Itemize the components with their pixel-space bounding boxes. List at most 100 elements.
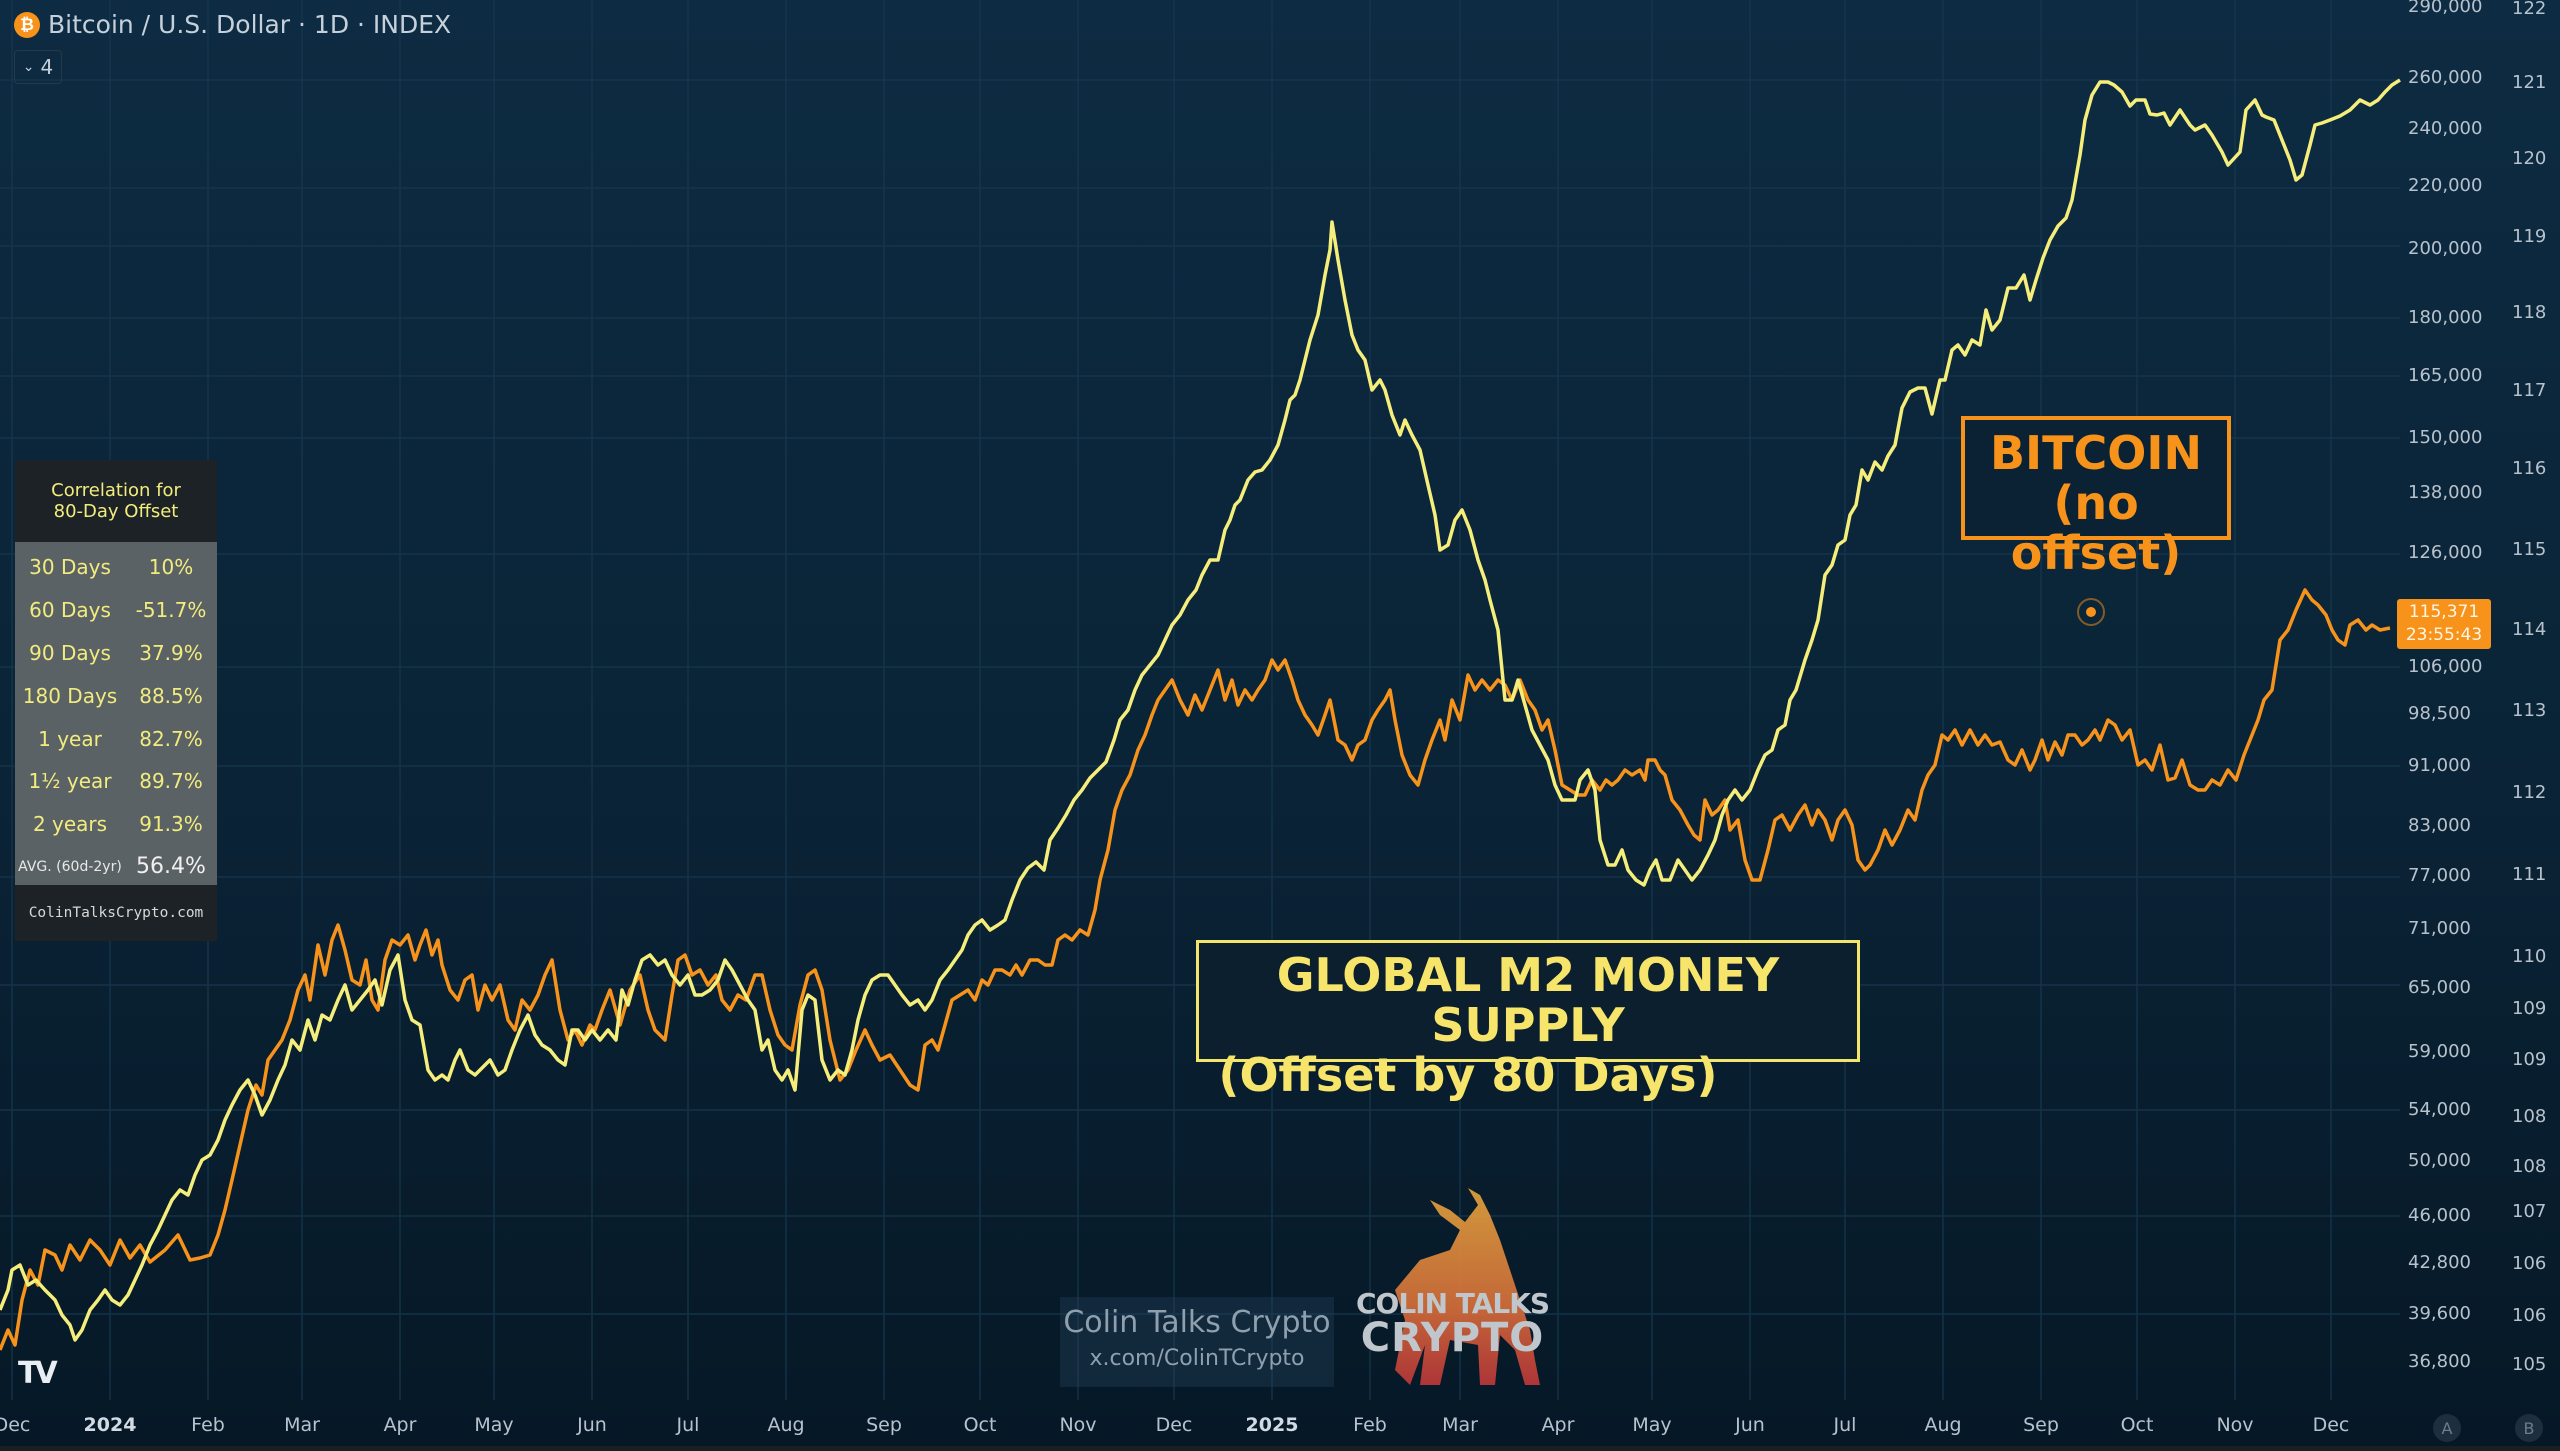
time-tick: 2025 bbox=[1245, 1414, 1299, 1436]
m2-tick: 108 bbox=[2512, 1106, 2547, 1127]
time-tick: Mar bbox=[1442, 1414, 1478, 1436]
m2-tick: 118 bbox=[2512, 302, 2547, 323]
price-tick: 98,500 bbox=[2408, 703, 2471, 724]
time-tick: Apr bbox=[383, 1414, 417, 1436]
m2-tick: 108 bbox=[2512, 1156, 2547, 1177]
time-tick: Feb bbox=[1353, 1414, 1387, 1436]
log-scale-button[interactable]: B bbox=[2515, 1414, 2543, 1442]
auto-scale-button[interactable]: A bbox=[2433, 1414, 2461, 1442]
price-tick: 46,000 bbox=[2408, 1205, 2471, 1226]
price-tick: 165,000 bbox=[2408, 365, 2483, 386]
price-tick: 65,000 bbox=[2408, 977, 2471, 998]
m2-tick: 112 bbox=[2512, 782, 2547, 803]
time-tick: Jun bbox=[577, 1414, 607, 1436]
time-tick: May bbox=[1632, 1414, 1672, 1436]
table-row: 30 Days 10% bbox=[29, 555, 194, 580]
last-price-tag: 115,371 23:55:43 bbox=[2397, 599, 2491, 649]
time-tick: May bbox=[474, 1414, 514, 1436]
price-tick: 138,000 bbox=[2408, 482, 2483, 503]
table-row-average: AVG. (60d-2yr) 56.4% bbox=[18, 854, 206, 880]
time-tick: Oct bbox=[2120, 1414, 2154, 1436]
time-tick: Dec bbox=[1155, 1414, 1193, 1436]
price-tick: 150,000 bbox=[2408, 427, 2483, 448]
time-tick: Sep bbox=[866, 1414, 902, 1436]
time-tick: Jul bbox=[1833, 1414, 1857, 1436]
time-tick: Feb bbox=[191, 1414, 225, 1436]
global-m2-line bbox=[0, 78, 2401, 1342]
table-row: 90 Days 37.9% bbox=[29, 640, 203, 665]
m2-tick: 122 bbox=[2512, 0, 2547, 19]
bar-countdown: 23:55:43 bbox=[2405, 625, 2483, 645]
price-tick: 91,000 bbox=[2408, 755, 2471, 776]
bull-icon bbox=[1395, 1188, 1540, 1385]
m2-label-box: GLOBAL M2 MONEY SUPPLY (Offset by 80 Day… bbox=[1196, 940, 1860, 1100]
time-tick: Jul bbox=[676, 1414, 700, 1436]
price-tick: 260,000 bbox=[2408, 67, 2483, 88]
m2-tick: 109 bbox=[2512, 1049, 2547, 1070]
price-tick: 54,000 bbox=[2408, 1099, 2471, 1120]
m2-tick: 119 bbox=[2512, 226, 2547, 247]
price-tick: 200,000 bbox=[2408, 238, 2483, 259]
indicator-collapse-button[interactable]: ⌄ 4 bbox=[14, 50, 62, 84]
price-tick: 240,000 bbox=[2408, 118, 2483, 139]
table-footer-url: ColinTalksCrypto.com bbox=[28, 905, 204, 921]
m2-tick: 107 bbox=[2512, 1201, 2547, 1222]
time-tick: Aug bbox=[1924, 1414, 1962, 1436]
bitcoin-label-box: BITCOIN (no offset) bbox=[1961, 416, 2231, 578]
tradingview-logo-icon[interactable]: TV bbox=[18, 1356, 58, 1391]
time-tick: Nov bbox=[1059, 1414, 1097, 1436]
watermark-name: Colin Talks Crypto bbox=[1063, 1305, 1331, 1340]
table-row: 1 year 82.7% bbox=[38, 726, 203, 751]
m2-tick: 106 bbox=[2512, 1253, 2547, 1274]
time-tick: 2024 bbox=[83, 1414, 137, 1436]
last-price-value: 115,371 bbox=[2408, 602, 2480, 622]
price-tick: 42,800 bbox=[2408, 1252, 2471, 1273]
watermark-handle: x.com/ColinTCrypto bbox=[1089, 1346, 1305, 1371]
m2-tick: 120 bbox=[2512, 148, 2547, 169]
brand-logo-text: COLIN TALKS CRYPTO bbox=[1356, 1287, 1550, 1361]
m2-tick: 114 bbox=[2512, 619, 2547, 640]
time-tick: Dec bbox=[2312, 1414, 2350, 1436]
m2-tick: 106 bbox=[2512, 1305, 2547, 1326]
table-row: 2 years 91.3% bbox=[32, 812, 203, 837]
time-tick: Sep bbox=[2023, 1414, 2059, 1436]
price-tick: 83,000 bbox=[2408, 815, 2471, 836]
correlation-table-title: Correlation for 80-Day Offset bbox=[51, 480, 181, 522]
m2-tick: 116 bbox=[2512, 458, 2547, 479]
price-tick: 180,000 bbox=[2408, 307, 2483, 328]
indicator-count: 4 bbox=[40, 55, 54, 79]
price-tick: 36,800 bbox=[2408, 1351, 2471, 1372]
price-tick: 59,000 bbox=[2408, 1041, 2471, 1062]
watermark: Colin Talks Crypto x.com/ColinTCrypto bbox=[1060, 1297, 1334, 1387]
m2-tick: 105 bbox=[2512, 1354, 2547, 1375]
time-tick: Jun bbox=[1735, 1414, 1765, 1436]
bottom-divider bbox=[0, 1446, 2560, 1451]
price-tick: 77,000 bbox=[2408, 865, 2471, 886]
m2-tick: 109 bbox=[2512, 998, 2547, 1019]
m2-tick: 117 bbox=[2512, 380, 2547, 401]
time-tick: Nov bbox=[2216, 1414, 2254, 1436]
price-tick: 71,000 bbox=[2408, 918, 2471, 939]
price-tick: 50,000 bbox=[2408, 1150, 2471, 1171]
time-tick: Aug bbox=[767, 1414, 805, 1436]
bitcoin-price-line bbox=[0, 588, 2391, 1351]
price-tick: 290,000 bbox=[2408, 0, 2483, 17]
m2-tick: 113 bbox=[2512, 700, 2547, 721]
table-row: 180 Days 88.5% bbox=[22, 683, 203, 708]
bitcoin-last-price-marker bbox=[2077, 598, 2105, 626]
m2-tick: 110 bbox=[2512, 946, 2547, 967]
price-tick: 126,000 bbox=[2408, 542, 2483, 563]
price-tick: 106,000 bbox=[2408, 656, 2483, 677]
chart-title: Bitcoin / U.S. Dollar · 1D · INDEX bbox=[48, 10, 452, 39]
price-tick: 220,000 bbox=[2408, 175, 2483, 196]
correlation-table: Correlation for 80-Day Offset 30 Days 10%… bbox=[15, 460, 217, 941]
table-row: 1½ year 89.7% bbox=[28, 769, 203, 794]
price-tick: 39,600 bbox=[2408, 1303, 2471, 1324]
m2-tick: 111 bbox=[2512, 864, 2547, 885]
m2-tick: 115 bbox=[2512, 539, 2547, 560]
time-tick: Mar bbox=[284, 1414, 320, 1436]
grid-lines bbox=[0, 0, 2400, 1400]
time-tick: Oct bbox=[963, 1414, 997, 1436]
time-tick: Dec bbox=[0, 1414, 31, 1436]
